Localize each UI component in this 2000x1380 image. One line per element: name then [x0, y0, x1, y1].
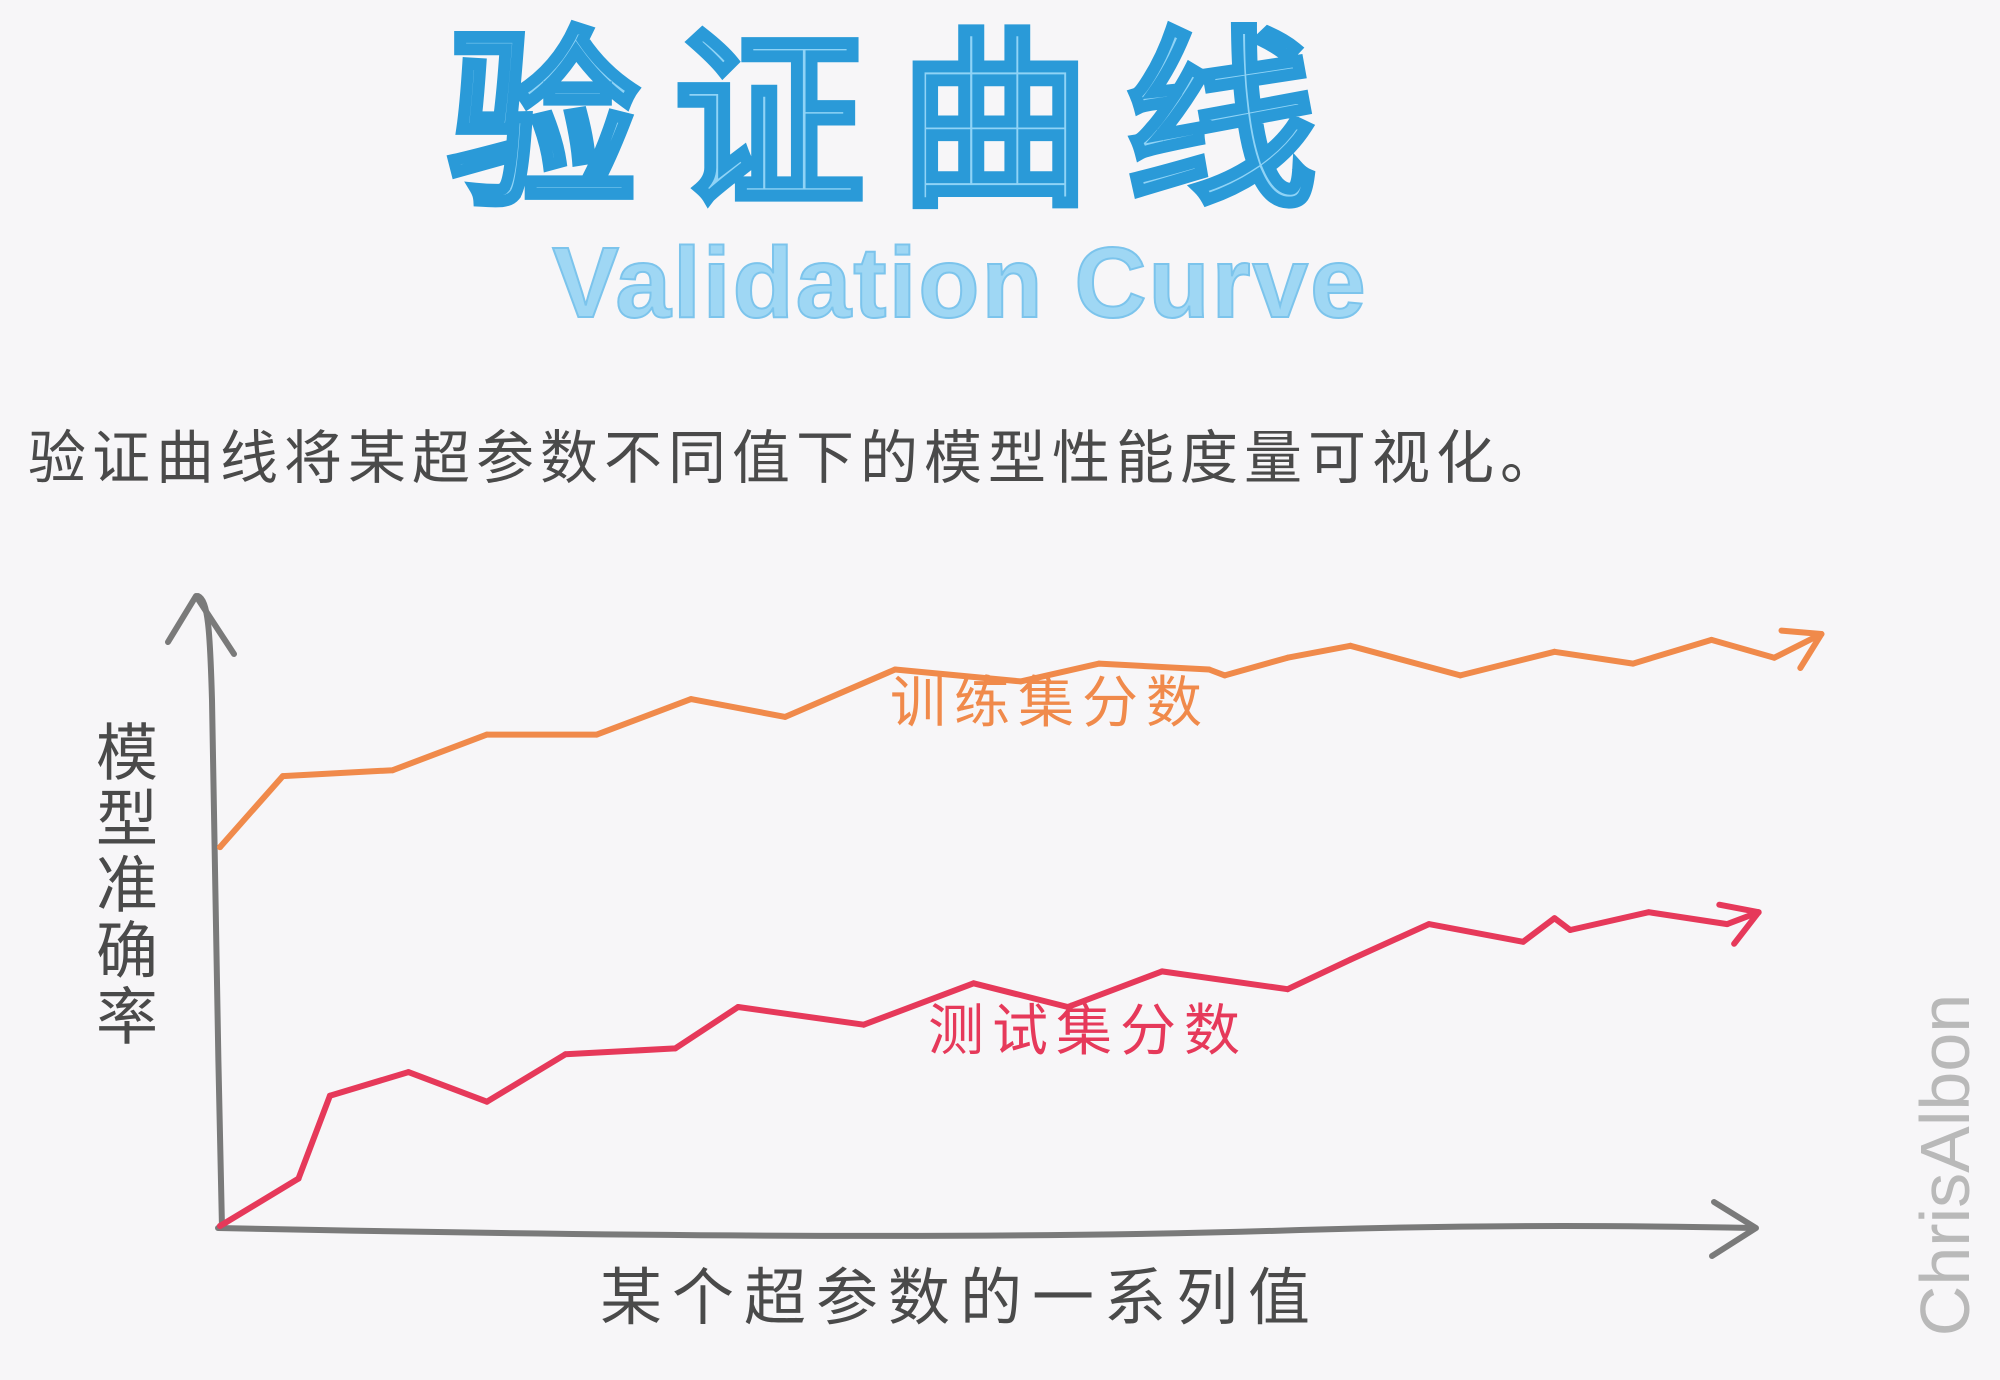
data-point-train-4: [593, 731, 600, 738]
data-point-test-10: [1064, 1004, 1071, 1010]
x-axis-label: 某个超参数的一系列值: [600, 1261, 1321, 1334]
data-point-test-4: [483, 1098, 490, 1105]
data-point-test-16: [1551, 915, 1558, 922]
data-point-train-2: [389, 767, 396, 774]
description-text: 验证曲线将某超参数不同值下的模型性能度量可视化。: [28, 424, 1565, 492]
y-axis-line: [195, 593, 225, 1231]
legend-train: 训练集分数: [890, 671, 1210, 736]
chart-title: 验证曲线: [445, 12, 1352, 233]
data-point-test-6: [672, 1045, 679, 1052]
data-point-test-3: [405, 1069, 412, 1076]
data-point-test-13: [1347, 956, 1354, 963]
data-point-train-5: [688, 696, 694, 703]
data-point-test-2: [326, 1092, 333, 1099]
data-point-train-16: [1630, 660, 1636, 667]
data-point-test-17: [1567, 927, 1574, 933]
data-point-test-9: [970, 980, 977, 987]
chart-subtitle: Validation Curve: [551, 227, 1368, 339]
signature: ChrisAlbon: [1900, 994, 1990, 1336]
data-point-train-11: [1221, 672, 1228, 679]
signature-text: ChrisAlbon: [1906, 993, 1984, 1337]
data-point-test-11: [1159, 968, 1165, 975]
series-layer: [217, 627, 1825, 1229]
data-point-train-18: [1771, 654, 1778, 661]
data-point-test-5: [562, 1051, 569, 1058]
data-point-test-18: [1645, 909, 1652, 916]
data-point-train-19: [1818, 631, 1825, 637]
data-point-test-15: [1520, 938, 1527, 945]
data-point-test-1: [295, 1175, 302, 1182]
y-axis: [165, 593, 237, 1231]
data-point-train-10: [1206, 666, 1213, 673]
data-point-train-8: [1017, 678, 1024, 685]
y-axis-arrowhead: [165, 593, 237, 657]
data-point-test-14: [1425, 921, 1432, 928]
data-point-test-8: [860, 1021, 867, 1028]
data-point-test-12: [1284, 986, 1291, 993]
data-point-train-13: [1347, 642, 1354, 649]
data-point-train-1: [279, 773, 286, 780]
data-point-test-0: [217, 1223, 223, 1229]
y-axis-label: 模型准确率: [85, 720, 158, 1050]
x-axis: [215, 1199, 1759, 1259]
data-point-train-3: [483, 731, 490, 738]
data-point-train-7: [892, 666, 899, 673]
series-line-test: [217, 909, 1762, 1229]
data-point-test-19: [1724, 921, 1731, 928]
data-point-train-14: [1457, 672, 1464, 679]
data-point-test-7: [735, 1004, 742, 1010]
data-point-train-15: [1551, 648, 1558, 655]
x-axis-arrowhead: [1709, 1199, 1759, 1259]
data-point-train-9: [1096, 660, 1103, 667]
data-point-train-0: [217, 844, 223, 851]
legend-test: 测试集分数: [928, 999, 1248, 1064]
data-point-train-6: [782, 713, 789, 720]
data-point-train-12: [1284, 654, 1291, 661]
data-point-train-17: [1708, 636, 1715, 643]
x-axis-line: [215, 1223, 1757, 1239]
series-line-train: [217, 631, 1825, 851]
data-point-test-20: [1755, 909, 1762, 916]
